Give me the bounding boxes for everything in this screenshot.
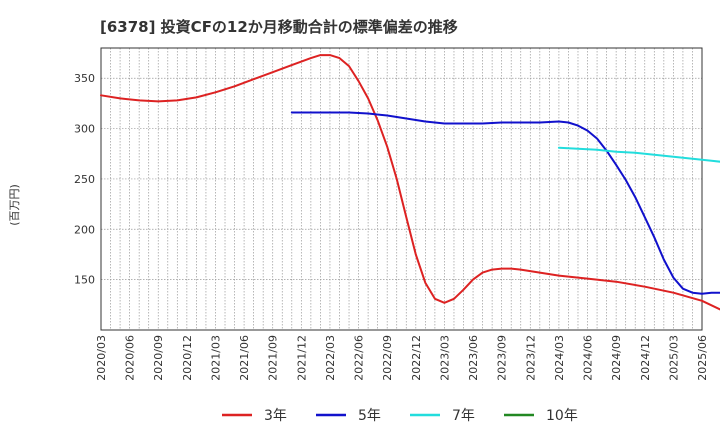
plot-frame xyxy=(100,47,703,331)
x-axis-ticks: 2020/03 2020/06 2020/09 2020/12 2021/03 2021/… xyxy=(95,335,709,381)
x-tick-label: 2020/12 xyxy=(181,335,194,381)
legend-label-0: 3年 xyxy=(264,408,287,424)
y-axis-ticks: 150 200 250 300 350 xyxy=(74,72,95,286)
x-tick-label: 2022/03 xyxy=(324,335,337,381)
x-tick-label: 2022/06 xyxy=(353,335,366,381)
x-tick-label: 2023/12 xyxy=(524,335,537,381)
legend-label-2: 7年 xyxy=(452,408,475,424)
series xyxy=(100,54,720,311)
series-line-0 xyxy=(100,54,720,311)
y-tick-label: 250 xyxy=(74,173,95,186)
y-tick-label: 350 xyxy=(74,72,95,85)
x-tick-label: 2024/12 xyxy=(639,335,652,381)
x-tick-label: 2025/03 xyxy=(667,335,680,381)
x-tick-label: 2024/03 xyxy=(553,335,566,381)
x-tick-label: 2023/06 xyxy=(467,335,480,381)
x-tick-label: 2021/03 xyxy=(209,335,222,381)
x-tick-label: 2024/09 xyxy=(610,335,623,381)
x-tick-label: 2020/09 xyxy=(152,335,165,381)
chart-title: [6378] 投資CFの12か月移動合計の標準偏差の推移 xyxy=(100,18,458,36)
x-tick-label: 2020/03 xyxy=(95,335,108,381)
x-tick-label: 2023/03 xyxy=(438,335,451,381)
legend: 3年 5年 7年 10年 xyxy=(222,408,578,424)
x-tick-label: 2023/09 xyxy=(496,335,509,381)
x-tick-label: 2022/12 xyxy=(410,335,423,381)
y-axis-label: (百万円) xyxy=(8,184,21,226)
legend-label-3: 10年 xyxy=(546,408,578,424)
x-tick-label: 2025/06 xyxy=(696,335,709,381)
y-tick-label: 150 xyxy=(74,274,95,287)
grid xyxy=(101,48,702,330)
x-tick-label: 2022/09 xyxy=(381,335,394,381)
x-tick-label: 2021/06 xyxy=(238,335,251,381)
series-line-1 xyxy=(290,111,720,295)
legend-label-1: 5年 xyxy=(358,408,381,424)
x-tick-label: 2021/12 xyxy=(295,335,308,381)
y-tick-label: 200 xyxy=(74,223,95,236)
y-tick-label: 300 xyxy=(74,123,95,136)
x-tick-label: 2021/09 xyxy=(267,335,280,381)
series-line-2 xyxy=(557,146,720,163)
x-tick-label: 2024/06 xyxy=(582,335,595,381)
x-tick-label: 2020/06 xyxy=(124,335,137,381)
